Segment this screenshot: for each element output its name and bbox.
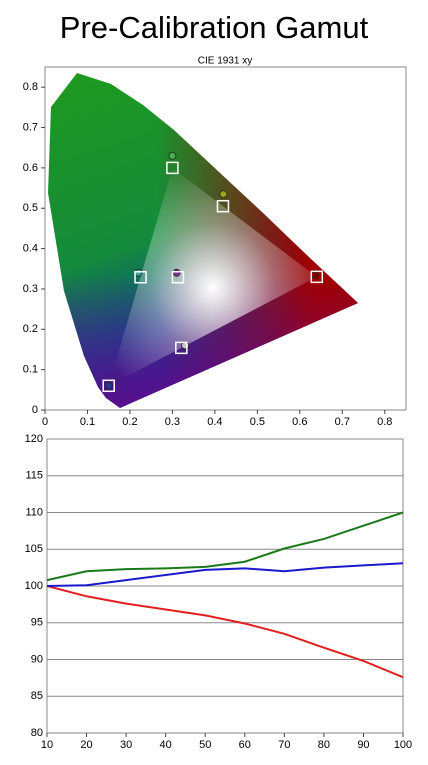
y-tick-label: 80 (31, 727, 43, 739)
x-tick-label: 0.4 (207, 416, 222, 428)
page-title: Pre-Calibration Gamut (60, 10, 369, 45)
y-tick-label: 0.4 (23, 242, 38, 254)
measured-point (219, 190, 228, 199)
y-tick-label: 0.2 (23, 323, 38, 335)
measured-point (134, 268, 143, 277)
y-tick-label: 85 (31, 690, 43, 702)
x-tick-label: 100 (394, 739, 412, 751)
y-tick-label: 0.8 (23, 81, 38, 93)
target-point (102, 379, 115, 393)
measured-point (104, 381, 113, 390)
x-tick-label: 0.3 (165, 416, 180, 428)
target-point (171, 270, 185, 284)
x-tick-label: 0.8 (377, 416, 392, 428)
series-line (46, 585, 404, 679)
x-tick-label: 20 (80, 739, 92, 751)
series-line (46, 562, 404, 587)
x-tick-label: 50 (199, 739, 211, 751)
y-tick-label: 95 (31, 617, 43, 629)
line-chart: 80 85 90 95 100 105 110 115 120 10 20 30 40 50 60 70 80 9… (25, 433, 413, 751)
y-tick-label: 105 (25, 543, 43, 555)
x-tick-label: 90 (357, 739, 369, 751)
y-tick-label: 0.6 (23, 162, 38, 174)
y-tick-label: 0.1 (23, 364, 38, 376)
x-tick-label: 30 (120, 739, 132, 751)
y-tick-label: 90 (31, 653, 43, 665)
target-point (166, 161, 179, 175)
y-tick-label: 110 (25, 506, 43, 518)
y-tick-label: 0 (32, 404, 38, 416)
target-point (134, 270, 147, 284)
measured-point (310, 270, 319, 279)
x-tick-label: 10 (41, 739, 53, 751)
target-point (216, 199, 230, 213)
x-tick-label: 0.6 (292, 416, 307, 428)
y-tick-label: 0.7 (23, 121, 38, 133)
measured-point (172, 268, 181, 277)
axes: 0 0.1 0.2 0.3 0.4 0.5 0.6 0.7 0.8 0 0.1 0.2 0.3 0.4 0.… (23, 81, 393, 428)
gamut-triangle (108, 167, 317, 386)
target-point (175, 341, 188, 355)
x-tick-label: 0.2 (122, 416, 137, 428)
x-tick-label: 40 (160, 739, 172, 751)
y-tick-label: 120 (25, 433, 43, 445)
chart-title: CIE 1931 xy (198, 56, 252, 67)
measured-point (168, 151, 177, 160)
x-tick-label: 70 (278, 739, 290, 751)
y-tick-label: 0.3 (23, 283, 38, 295)
x-tick-label: 0.1 (80, 416, 95, 428)
y-tick-label: 0.5 (23, 202, 38, 214)
x-tick-label: 80 (318, 739, 330, 751)
x-tick-label: 0 (42, 416, 48, 428)
y-tick-label: 100 (25, 580, 43, 592)
x-tick-label: 0.5 (250, 416, 265, 428)
cie-chart: CIE 1931 xy 0 0.1 0.2 0.3 0.4 0.5 0.6 0.7 0.8 0 0.… (23, 56, 407, 428)
x-tick-label: 0.7 (335, 416, 350, 428)
series-line (46, 511, 404, 582)
x-tick-label: 60 (239, 739, 251, 751)
target-point (310, 270, 324, 284)
y-tick-label: 115 (25, 470, 43, 482)
